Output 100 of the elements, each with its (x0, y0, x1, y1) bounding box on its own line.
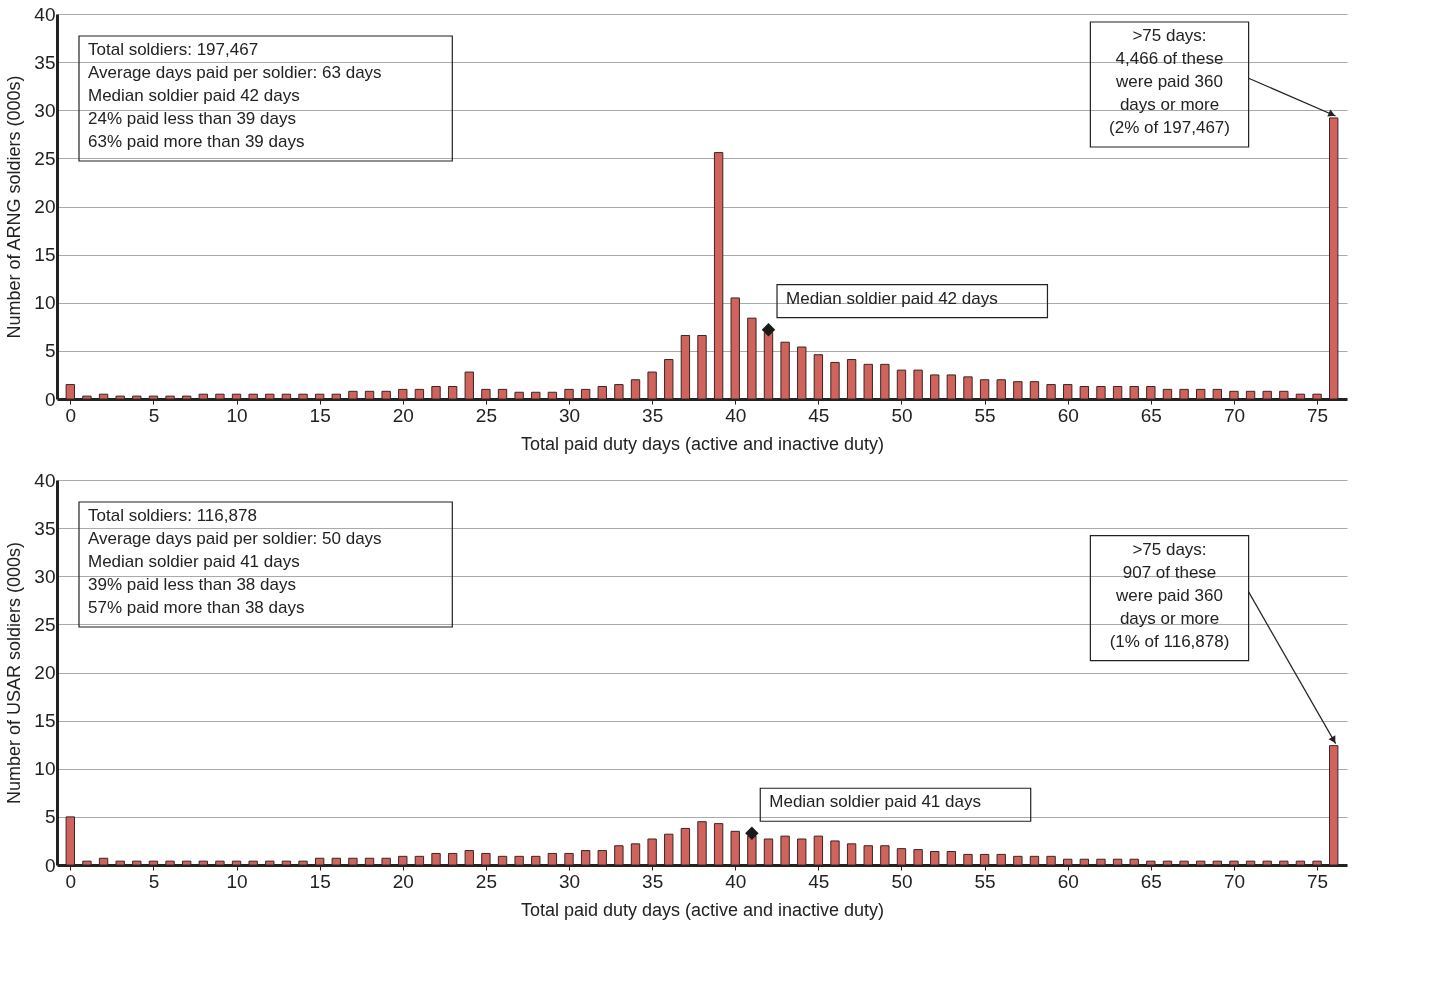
bar (115, 860, 125, 866)
bar (1079, 385, 1090, 400)
x-tick-label: 10 (226, 870, 248, 892)
y-tick-label: 5 (44, 806, 56, 828)
y-tick-label: 20 (34, 196, 56, 217)
bar (830, 840, 840, 866)
y-axis-title: Number of ARNG soldiers (000s) (4, 75, 25, 339)
bar (647, 838, 657, 866)
y-tick-label: 15 (34, 244, 56, 266)
bar (132, 860, 142, 866)
bar (1229, 390, 1239, 400)
bar (913, 369, 923, 400)
x-tick-label: 30 (558, 870, 581, 892)
bar (181, 860, 192, 866)
bar (1212, 860, 1223, 866)
x-tick-label: 25 (475, 870, 497, 892)
bar (148, 395, 159, 400)
bar (614, 384, 624, 400)
bar (863, 363, 873, 400)
bar (248, 860, 258, 866)
bar (198, 393, 208, 400)
bar (1112, 858, 1123, 866)
annotation: Total soldiers: 197,467 Average days paid per soldier: 63 days Median soldier paid 42 days 24% paid less than 39 days 63% paid more than 39 days (88, 40, 382, 151)
bar (1046, 855, 1056, 866)
bar (148, 860, 159, 866)
bar (298, 393, 308, 400)
bar (863, 845, 873, 866)
bar (298, 860, 308, 866)
bar (265, 860, 275, 866)
x-tick-label: 35 (642, 404, 664, 426)
bar (880, 845, 890, 866)
x-tick-label: 45 (808, 870, 830, 892)
bar (348, 390, 358, 400)
x-tick-label: 40 (725, 870, 747, 892)
bar (1029, 381, 1040, 400)
bar (846, 359, 857, 400)
x-axis-title: Total paid duty days (active and inactive duty) (520, 899, 885, 920)
y-tick-label: 40 (34, 3, 56, 25)
annotation: >75 days: 4,466 of these were paid 360 days or more (2% of 197,467) (1109, 26, 1230, 137)
bar (1262, 390, 1272, 400)
bar (713, 152, 724, 400)
y-tick-label: 20 (34, 662, 56, 683)
y-tick-label: 10 (34, 292, 56, 314)
bar (447, 385, 458, 400)
bar (65, 384, 75, 400)
y-tick-label: 5 (44, 340, 56, 362)
x-tick-label: 30 (558, 404, 581, 426)
bar (664, 833, 674, 866)
bar (963, 376, 973, 400)
bar (281, 393, 292, 400)
bar (481, 388, 491, 400)
bar (1112, 385, 1123, 400)
x-axis-title: Total paid duty days (active and inactive duty) (520, 433, 885, 454)
x-tick-label: 0 (65, 404, 77, 426)
bar (364, 390, 375, 400)
bar (398, 855, 408, 866)
bar (514, 391, 524, 400)
bar (231, 393, 242, 400)
bar (813, 835, 824, 866)
bar (597, 850, 607, 866)
bar (780, 835, 790, 866)
x-tick-label: 5 (148, 870, 160, 892)
bar (215, 393, 225, 400)
y-tick-label: 25 (34, 613, 56, 635)
y-tick-label: 25 (34, 147, 56, 169)
bar (547, 852, 558, 866)
y-tick-label: 0 (44, 388, 56, 410)
bar (98, 857, 109, 866)
bar (614, 845, 624, 866)
x-tick-label: 55 (974, 404, 996, 426)
bar (115, 395, 125, 400)
x-tick-label: 65 (1140, 870, 1162, 892)
bar (1162, 388, 1173, 400)
bar (1046, 384, 1056, 400)
bar (348, 857, 358, 866)
bar (1295, 860, 1306, 866)
bar (996, 853, 1006, 866)
bar (497, 388, 508, 400)
bar (82, 395, 92, 400)
bar (65, 816, 75, 866)
bar (580, 850, 591, 866)
bar (996, 379, 1006, 400)
bar (946, 374, 957, 400)
bar (763, 332, 774, 400)
bar (381, 390, 391, 400)
bar (314, 393, 325, 400)
bar (896, 369, 907, 400)
x-tick-label: 60 (1057, 870, 1079, 892)
bar (647, 371, 657, 400)
y-tick-label: 40 (34, 469, 56, 491)
bar (930, 374, 940, 400)
y-tick-label: 15 (34, 710, 56, 732)
bar (1312, 860, 1322, 866)
bar (780, 341, 790, 400)
bar (1245, 860, 1256, 866)
bar (547, 391, 558, 400)
annotation: Total soldiers: 116,878 Average days paid per soldier: 50 days Median soldier paid 41 days 39% paid less than 38 days 57% paid more than 38 days (88, 506, 382, 617)
bar (763, 838, 774, 866)
bar (497, 855, 508, 866)
bar (1196, 388, 1206, 400)
